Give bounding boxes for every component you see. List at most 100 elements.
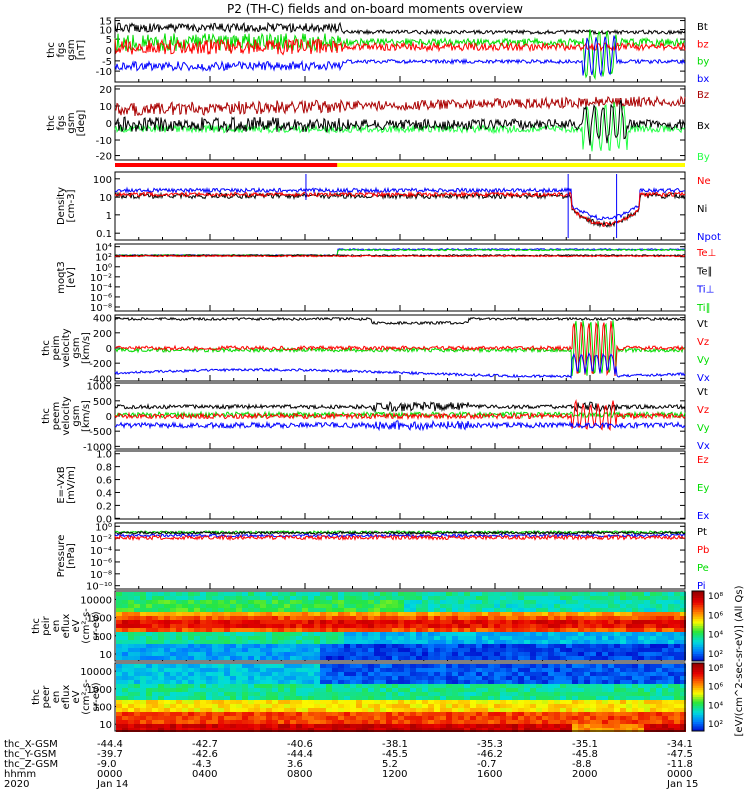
- spectrogram-cell: [194, 676, 200, 680]
- spectrogram-cell: [182, 728, 188, 732]
- spectrogram-cell: [668, 640, 674, 644]
- spectrogram-cell: [296, 592, 302, 596]
- spectrogram-cell: [134, 720, 140, 724]
- spectrogram-cell: [500, 592, 506, 596]
- spectrogram-cell: [644, 640, 650, 644]
- spectrogram-cell: [632, 672, 638, 676]
- spectrogram-cell: [494, 620, 500, 624]
- spectrogram-cell: [368, 616, 374, 620]
- spectrogram-cell: [146, 704, 152, 708]
- spectrogram-cell: [518, 604, 524, 608]
- spectrogram-cell: [596, 676, 602, 680]
- spectrogram-cell: [650, 616, 656, 620]
- spectrogram-cell: [164, 656, 170, 660]
- spectrogram-cell: [236, 712, 242, 716]
- spectrogram-cell: [224, 712, 230, 716]
- spectrogram-cell: [368, 632, 374, 636]
- spectrogram-cell: [278, 708, 284, 712]
- spectrogram-cell: [446, 600, 452, 604]
- y-axis-label-line: thc: [46, 42, 57, 58]
- spectrogram-cell: [644, 684, 650, 688]
- spectrogram-cell: [632, 604, 638, 608]
- spectrogram-cell: [398, 728, 404, 732]
- spectrogram-cell: [476, 652, 482, 656]
- spectrogram-cell: [152, 652, 158, 656]
- spectrogram-cell: [182, 696, 188, 700]
- spectrogram-cell: [272, 728, 278, 732]
- spectrogram-cell: [308, 696, 314, 700]
- spectrogram-cell: [566, 692, 572, 696]
- spectrogram-cell: [194, 628, 200, 632]
- spectrogram-cell: [386, 668, 392, 672]
- spectrogram-cell: [404, 708, 410, 712]
- spectrogram-cell: [560, 708, 566, 712]
- spectrogram-cell: [176, 636, 182, 640]
- spectrogram-cell: [476, 600, 482, 604]
- spectrogram-cell: [680, 728, 686, 732]
- spectrogram-cell: [248, 692, 254, 696]
- spectrogram-cell: [326, 600, 332, 604]
- spectrogram-cell: [500, 648, 506, 652]
- spectrogram-cell: [398, 636, 404, 640]
- spectrogram-cell: [230, 664, 236, 668]
- spectrogram-cell: [290, 656, 296, 660]
- spectrogram-cell: [254, 608, 260, 612]
- spectrogram-cell: [320, 656, 326, 660]
- spectrogram-cell: [140, 640, 146, 644]
- y-axis-label-line: fgs: [56, 42, 67, 57]
- spectrogram-cell: [614, 612, 620, 616]
- spectrogram-cell: [248, 700, 254, 704]
- spectrogram-cell: [428, 720, 434, 724]
- spectrogram-cell: [230, 704, 236, 708]
- spectrogram-cell: [668, 704, 674, 708]
- spectrogram-cell: [182, 704, 188, 708]
- x-axis-value: -35.3: [477, 739, 503, 750]
- spectrogram-cell: [176, 624, 182, 628]
- spectrogram-cell: [428, 716, 434, 720]
- spectrogram-cell: [626, 696, 632, 700]
- spectrogram-cell: [224, 696, 230, 700]
- spectrogram-cell: [212, 724, 218, 728]
- spectrogram-cell: [608, 616, 614, 620]
- spectrogram-cell: [356, 612, 362, 616]
- spectrogram-cell: [386, 704, 392, 708]
- spectrogram-cell: [554, 668, 560, 672]
- spectrogram-cell: [650, 644, 656, 648]
- series-pi: [114, 533, 686, 539]
- spectrogram-cell: [290, 644, 296, 648]
- spectrogram-cell: [236, 692, 242, 696]
- spectrogram-cell: [116, 696, 122, 700]
- spectrogram-cell: [488, 680, 494, 684]
- spectrogram-cell: [278, 624, 284, 628]
- spectrogram-cell: [500, 724, 506, 728]
- spectrogram-cell: [356, 684, 362, 688]
- spectrogram-cell: [668, 676, 674, 680]
- spectrogram-cell: [254, 664, 260, 668]
- spectrogram-cell: [134, 632, 140, 636]
- spectrogram-cell: [356, 668, 362, 672]
- spectrogram-cell: [326, 604, 332, 608]
- spectrogram-cell: [176, 608, 182, 612]
- spectrogram-cell: [224, 652, 230, 656]
- y-tick-label: -400: [89, 374, 112, 385]
- spectrogram-cell: [440, 656, 446, 660]
- spectrogram-cell: [458, 656, 464, 660]
- spectrogram-cell: [356, 724, 362, 728]
- spectrogram-cell: [482, 692, 488, 696]
- spectrogram-cell: [680, 696, 686, 700]
- spectrogram-cell: [452, 644, 458, 648]
- spectrogram-cell: [416, 656, 422, 660]
- spectrogram-cell: [242, 708, 248, 712]
- spectrogram-cell: [386, 712, 392, 716]
- spectrogram-cell: [530, 708, 536, 712]
- spectrogram-cell: [584, 608, 590, 612]
- spectrogram-cell: [560, 600, 566, 604]
- spectrogram-cell: [224, 676, 230, 680]
- spectrogram-cell: [260, 696, 266, 700]
- spectrogram-cell: [278, 680, 284, 684]
- spectrogram-cell: [674, 628, 680, 632]
- spectrogram-cell: [674, 728, 680, 732]
- spectrogram-cell: [368, 640, 374, 644]
- spectrogram-cell: [158, 708, 164, 712]
- spectrogram-cell: [266, 712, 272, 716]
